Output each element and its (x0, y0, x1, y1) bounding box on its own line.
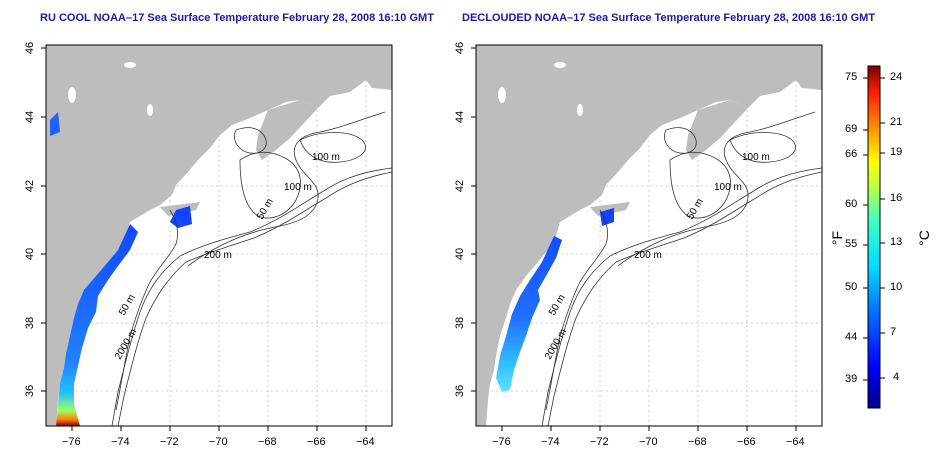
right-map-content (476, 45, 822, 426)
y-tick-label: 40 (454, 247, 467, 261)
left-map-content (46, 45, 392, 426)
colorbar-c-tick: 24 (890, 71, 903, 83)
x-tick-label: −68 (258, 436, 277, 448)
x-tick-label: −74 (541, 436, 560, 448)
colorbar-f-tick: 44 (845, 331, 858, 343)
y-tick-label: 42 (24, 179, 37, 193)
x-tick-label: −68 (688, 436, 707, 448)
colorbar-c-tick: 10 (890, 281, 903, 293)
contour-label: 100 m (284, 182, 312, 193)
x-tick-label: −72 (160, 436, 179, 448)
x-tick-label: −70 (639, 436, 658, 448)
x-tick-label: −66 (307, 436, 326, 448)
contour-label: 100 m (312, 152, 340, 163)
sst-coastal-strip-declouded (496, 208, 614, 392)
colorbar-f-unit: °F (829, 230, 846, 246)
y-tick-label: 36 (24, 384, 37, 398)
y-tick-label: 42 (454, 179, 467, 193)
x-tick-label: −64 (356, 436, 375, 448)
x-tick-label: −66 (737, 436, 756, 448)
x-tick-label: −76 (492, 436, 511, 448)
bathymetry-contours (111, 111, 392, 426)
colorbar-f-tick: 60 (845, 198, 858, 210)
x-tick-label: −76 (62, 436, 81, 448)
y-tick-label: 44 (24, 110, 37, 124)
colorbar-c-tick: 7 (890, 326, 897, 338)
y-tick-label: 46 (454, 41, 467, 55)
y-tick-label: 40 (24, 247, 37, 261)
x-tick-label: −74 (111, 436, 130, 448)
y-tick-label: 44 (454, 110, 467, 124)
colorbar-f-tick: 39 (845, 373, 858, 385)
y-tick-label: 46 (24, 41, 37, 55)
y-tick-label: 38 (24, 316, 37, 330)
sst-coastal-strip (56, 206, 192, 426)
colorbar-f-tick: 66 (845, 148, 858, 160)
contour-label: 100 m (714, 182, 742, 193)
x-tick-label: −72 (590, 436, 609, 448)
land-mass (46, 45, 392, 426)
colorbar-c-tick: 21 (890, 116, 903, 128)
colorbar-c-tick: 13 (890, 236, 903, 248)
colorbar-c-tick: 16 (890, 192, 903, 204)
x-tick-label: −70 (209, 436, 228, 448)
colorbar-f-tick: 75 (845, 71, 858, 83)
colorbar-f-tick: 55 (845, 238, 858, 250)
y-tick-label: 38 (454, 316, 467, 330)
colorbar (867, 65, 881, 409)
x-tick-label: −64 (786, 436, 805, 448)
colorbar-f-tick: 50 (845, 281, 858, 293)
colorbar-c-tick: 19 (890, 146, 903, 158)
colorbar-c-unit: °C (915, 230, 932, 246)
contour-label: 100 m (742, 152, 770, 163)
left-panel-title: RU COOL NOAA–17 Sea Surface Temperature … (40, 12, 434, 24)
colorbar-c-tick: 4 (893, 371, 900, 383)
y-tick-label: 36 (454, 384, 467, 398)
contour-label: 200 m (204, 250, 232, 261)
right-panel-title: DECLOUDED NOAA–17 Sea Surface Temperatur… (462, 12, 876, 24)
contour-label: 200 m (634, 250, 662, 261)
colorbar-f-tick: 69 (845, 123, 858, 135)
